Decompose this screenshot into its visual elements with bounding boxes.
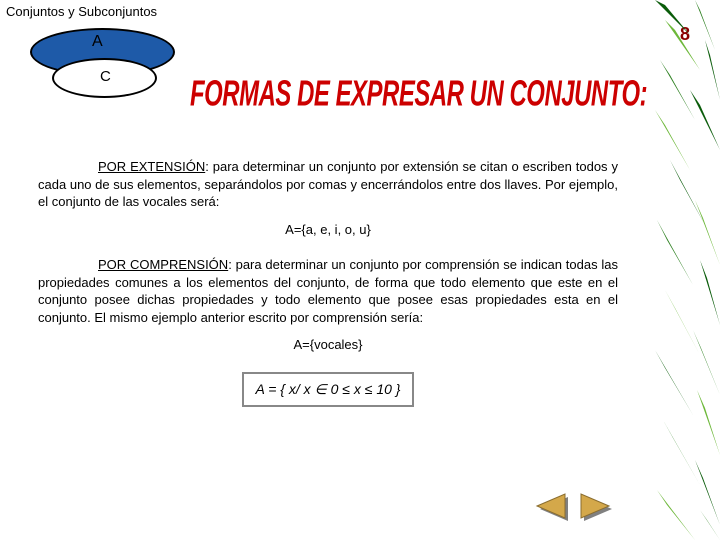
navigation-controls xyxy=(535,492,615,522)
set-a-label: A xyxy=(92,33,103,51)
extension-term: POR EXTENSIÓN xyxy=(98,159,205,174)
set-builder-formula: A = { x/ x ∈ 0 ≤ x ≤ 10 } xyxy=(242,372,415,407)
formula-container: A = { x/ x ∈ 0 ≤ x ≤ 10 } xyxy=(38,372,618,407)
slide-title: FORMAS DE EXPRESAR UN CONJUNTO: xyxy=(190,72,647,115)
extension-paragraph: POR EXTENSIÓN: para determinar un conjun… xyxy=(38,158,618,211)
comprehension-paragraph: POR COMPRENSIÓN: para determinar un conj… xyxy=(38,256,618,326)
set-c-label: C xyxy=(100,68,111,85)
venn-diagram: A C xyxy=(30,28,180,113)
prev-button[interactable] xyxy=(535,492,571,522)
main-content: POR EXTENSIÓN: para determinar un conjun… xyxy=(38,158,618,407)
extension-example: A={a, e, i, o, u} xyxy=(38,221,618,239)
comprehension-term: POR COMPRENSIÓN xyxy=(98,257,228,272)
page-header: Conjuntos y Subconjuntos xyxy=(6,4,157,19)
comprehension-example: A={vocales} xyxy=(38,336,618,354)
next-button[interactable] xyxy=(579,492,615,522)
bamboo-decoration xyxy=(645,0,720,540)
